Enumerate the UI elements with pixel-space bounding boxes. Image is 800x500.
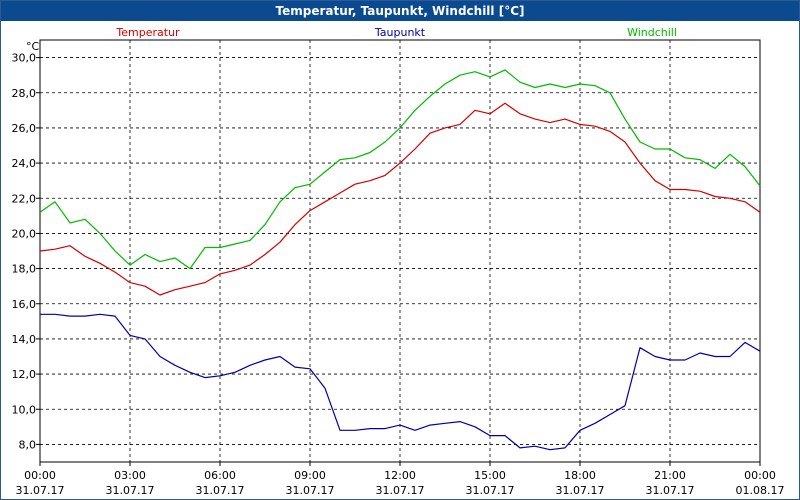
y-tick-label: 26,0 [12, 122, 37, 135]
y-tick-label: 30,0 [12, 52, 37, 65]
x-axis-ticks: 00:00 31.07.17 03:00 31.07.17 06:00 31.07.17 0… [16, 462, 785, 497]
x-tick-date-label: 31.07.17 [646, 484, 695, 497]
x-tick-time-label: 21:00 [654, 469, 686, 482]
x-tick-time-label: 15:00 [474, 469, 506, 482]
legend-item-windchill: Windchill [627, 26, 677, 39]
y-tick-label: 10,0 [12, 403, 37, 416]
y-tick-label: 12,0 [12, 368, 37, 381]
x-tick-date-label: 31.07.17 [466, 484, 515, 497]
x-tick-date-label: 31.07.17 [16, 484, 65, 497]
y-tick-label: 14,0 [12, 333, 37, 346]
series-group [39, 69, 761, 451]
x-tick-date-label: 31.07.17 [106, 484, 155, 497]
x-tick-date-label: 01.08.17 [736, 484, 785, 497]
x-tick-time-label: 09:00 [294, 469, 326, 482]
x-tick-time-label: 12:00 [384, 469, 416, 482]
y-tick-label: 16,0 [12, 298, 37, 311]
legend: Temperatur Taupunkt Windchill [115, 26, 677, 39]
x-tick-date-label: 31.07.17 [556, 484, 605, 497]
chart-title-bar: Temperatur, Taupunkt, Windchill [°C] [1, 1, 799, 21]
x-tick-date-label: 31.07.17 [196, 484, 245, 497]
x-tick-date-label: 31.07.17 [376, 484, 425, 497]
x-tick-time-label: 06:00 [204, 469, 236, 482]
y-tick-label: 28,0 [12, 87, 37, 100]
series-line-temperatur [39, 102, 761, 296]
y-tick-label: 18,0 [12, 263, 37, 276]
y-tick-label: 22,0 [12, 192, 37, 205]
x-tick-time-label: 18:00 [564, 469, 596, 482]
x-tick-time-label: 00:00 [744, 469, 776, 482]
legend-item-taupunkt: Taupunkt [374, 26, 426, 39]
legend-item-temperatur: Temperatur [115, 26, 180, 39]
x-tick-time-label: 00:00 [24, 469, 56, 482]
grid-lines [40, 40, 760, 462]
y-tick-label: 8,0 [19, 438, 37, 451]
x-tick-time-label: 03:00 [114, 469, 146, 482]
y-axis-unit-label: °C [26, 40, 40, 53]
series-line-taupunkt [40, 313, 761, 451]
series-line-windchill [39, 69, 761, 270]
y-tick-label: 24,0 [12, 157, 37, 170]
y-axis-ticks: 8,0 10,0 12,0 14,0 16,0 18,0 20,0 22,0 24,0 26,0 2… [12, 52, 40, 451]
x-tick-date-label: 31.07.17 [286, 484, 335, 497]
y-tick-label: 20,0 [12, 227, 37, 240]
